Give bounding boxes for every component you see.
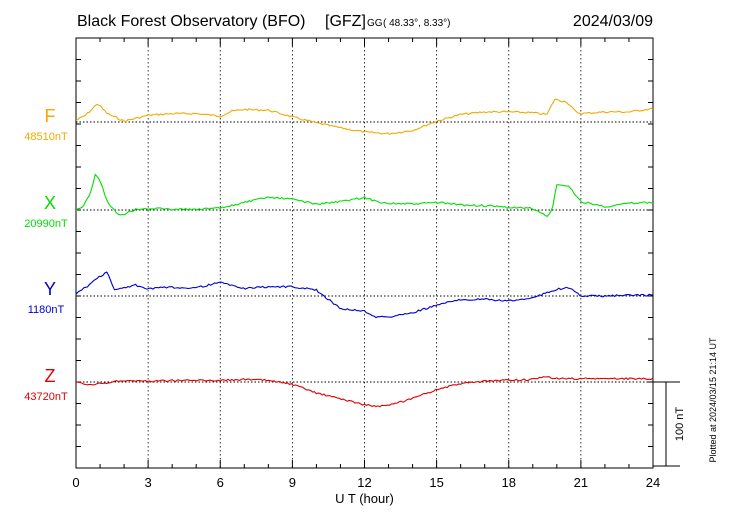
plotted-timestamp: Plotted at 2024/03/15 21:14 UT — [708, 337, 718, 463]
series-line-f — [75, 98, 654, 135]
series-label-f: F — [45, 106, 56, 126]
chart-title: Black Forest Observatory (BFO) — [77, 13, 306, 30]
x-tick-label: 12 — [357, 475, 371, 490]
coordinates-label: ( 48.33°, 8.33°) — [383, 18, 450, 29]
series-label-y: Y — [44, 279, 56, 299]
coord-system-label: GG — [367, 18, 383, 29]
x-tick-label: 0 — [72, 475, 79, 490]
scale-bar-label: 100 nT — [674, 407, 686, 442]
x-tick-label: 18 — [502, 475, 516, 490]
x-tick-label: 21 — [574, 475, 588, 490]
date-label: 2024/03/09 — [573, 13, 653, 30]
series-label-x: X — [44, 193, 56, 213]
x-tick-label: 9 — [289, 475, 296, 490]
baseline-value-x: 20990nT — [24, 218, 68, 230]
baseline-value-z: 43720nT — [24, 391, 68, 403]
series-line-y — [75, 271, 654, 319]
baseline-value-f: 48510nT — [24, 131, 68, 143]
series-line-z — [75, 376, 654, 408]
x-axis-label: U T (hour) — [335, 491, 394, 506]
baseline-value-y: 1180nT — [28, 304, 65, 316]
x-tick-label: 24 — [646, 475, 660, 490]
x-tick-label: 6 — [217, 475, 224, 490]
x-tick-label: 15 — [429, 475, 443, 490]
series-label-z: Z — [45, 366, 56, 386]
series-line-x — [75, 173, 654, 217]
agency-label: [GFZ] — [325, 13, 366, 30]
x-tick-label: 3 — [145, 475, 152, 490]
